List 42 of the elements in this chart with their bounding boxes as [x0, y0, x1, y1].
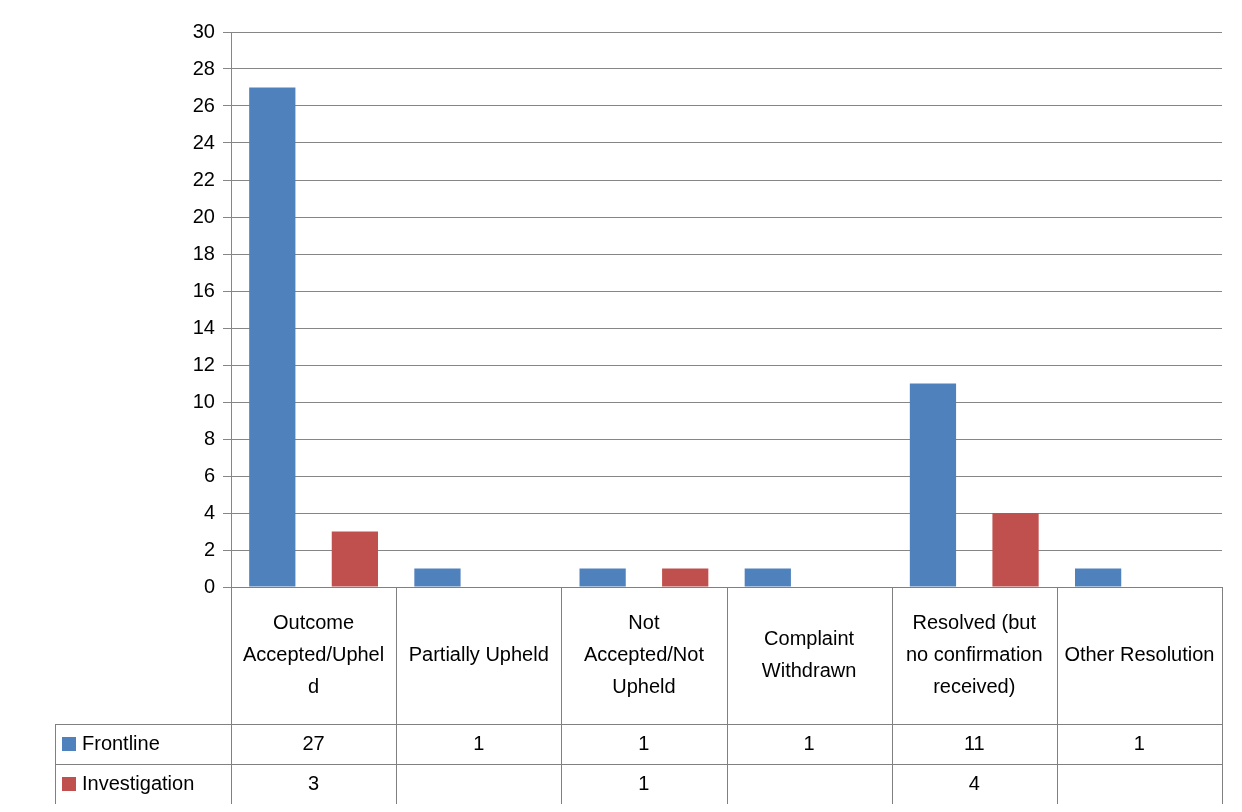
x-tick-label: Outcome Accepted/Upheld	[242, 611, 385, 698]
y-tick-label: 12	[192, 352, 215, 375]
bar	[331, 531, 378, 587]
y-tick-label: 30	[192, 19, 215, 42]
data-label: 1	[638, 731, 650, 754]
x-tick-label: Not Accepted/Not Upheld	[583, 611, 705, 698]
y-tick-label: 10	[192, 389, 215, 412]
y-tick-label: 28	[192, 56, 215, 79]
legend-label: Frontline	[82, 731, 160, 754]
data-label: 3	[308, 771, 320, 794]
y-tick-label: 18	[192, 241, 215, 264]
data-label: 11	[963, 731, 985, 754]
y-tick-label: 16	[192, 278, 215, 301]
bar	[662, 568, 709, 587]
x-tick-label: Other Resolution	[1064, 643, 1215, 666]
y-tick-label: 26	[192, 93, 215, 116]
bar	[579, 568, 626, 587]
y-tick-label: 14	[192, 315, 215, 338]
y-tick-label: 24	[192, 130, 215, 153]
y-tick-label: 0	[203, 574, 215, 597]
bar	[414, 568, 461, 587]
y-tick-label: 4	[203, 500, 215, 523]
x-tick-label: Complaint Withdrawn	[761, 627, 857, 682]
data-label: 1	[803, 731, 815, 754]
bar	[992, 513, 1039, 587]
data-label: 1	[1133, 731, 1145, 754]
data-label: 1	[473, 731, 485, 754]
y-tick-label: 8	[203, 426, 215, 449]
data-label: 1	[638, 771, 650, 794]
bar	[1075, 568, 1122, 587]
legend-label: Investigation	[82, 771, 195, 794]
x-tick-label: Partially Upheld	[408, 643, 549, 666]
y-tick-label: 20	[192, 204, 215, 227]
bar	[249, 87, 296, 587]
data-label: 27	[302, 731, 325, 754]
bar	[909, 383, 957, 587]
y-tick-label: 2	[203, 537, 215, 560]
bar	[744, 568, 791, 587]
data-label: 4	[968, 771, 980, 794]
y-tick-label: 22	[192, 167, 215, 190]
y-tick-label: 6	[203, 463, 215, 486]
x-tick-label: Resolved (but no confirmation received)	[905, 611, 1043, 698]
